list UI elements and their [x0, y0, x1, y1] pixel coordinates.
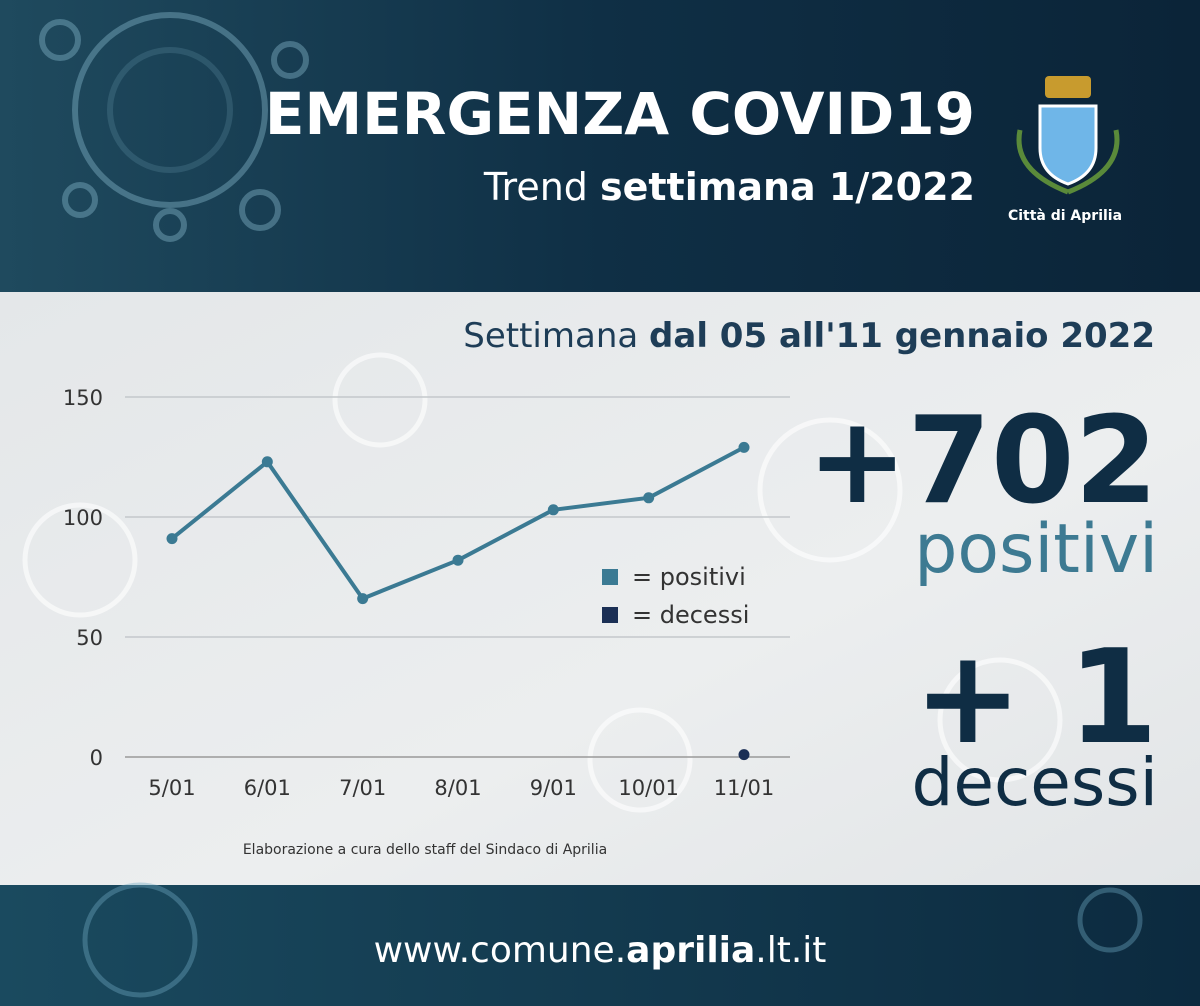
title: EMERGENZA COVID19	[265, 80, 975, 148]
data-point	[643, 492, 655, 504]
period-regular: Settimana	[463, 316, 649, 356]
virus-watermark	[22, 352, 1063, 813]
x-tick-label: 9/01	[530, 776, 577, 800]
virus-decoration	[39, 12, 309, 242]
line-chart: 0 50 100 150 5/01 6/01 7/01 8/01 9/01 10/01 11/01 =…	[63, 386, 790, 858]
url-bold: aprilia	[626, 930, 755, 971]
header-band	[0, 0, 1200, 292]
footer-virus	[82, 882, 1143, 998]
data-point	[357, 593, 369, 605]
logo-label: Città di Aprilia	[1008, 208, 1122, 224]
website: www.comune.aprilia.lt.it	[374, 930, 827, 971]
y-tick-label: 100	[63, 506, 103, 530]
subtitle-regular: Trend	[483, 165, 600, 209]
subtitle: Trend settimana 1/2022	[483, 165, 975, 209]
data-point	[166, 533, 178, 545]
data-point	[547, 504, 559, 516]
y-tick-label: 150	[63, 386, 103, 410]
legend-swatch	[602, 607, 618, 623]
url-start: www.comune.	[374, 930, 627, 971]
city-crest: Città di Aprilia	[1008, 76, 1122, 224]
y-tick-label: 0	[90, 746, 103, 770]
footer-band	[0, 885, 1200, 1006]
legend-label: = positivi	[632, 563, 746, 591]
period: Settimana dal 05 all'11 gennaio 2022	[463, 316, 1155, 356]
x-tick-label: 8/01	[434, 776, 481, 800]
period-bold: dal 05 all'11 gennaio 2022	[649, 316, 1155, 356]
subtitle-bold: settimana 1/2022	[600, 165, 975, 209]
x-tick-label: 5/01	[148, 776, 195, 800]
x-tick-label: 11/01	[714, 776, 775, 800]
x-tick-label: 6/01	[244, 776, 291, 800]
deaths-total: + 1	[913, 621, 1158, 773]
positive-label: positivi	[914, 510, 1158, 589]
y-tick-label: 50	[76, 626, 103, 650]
annotation: Elaborazione a cura dello staff del Sind…	[243, 842, 607, 858]
data-point	[261, 456, 273, 468]
legend-swatch	[602, 569, 618, 585]
data-point	[738, 441, 750, 453]
x-tick-label: 7/01	[339, 776, 386, 800]
data-point	[738, 749, 750, 761]
url-end: .lt.it	[755, 930, 826, 971]
legend-label: = decessi	[632, 601, 749, 629]
deaths-label: decessi	[911, 744, 1158, 821]
positive-total: +702	[807, 392, 1158, 531]
x-tick-label: 10/01	[618, 776, 679, 800]
data-point	[452, 554, 464, 566]
